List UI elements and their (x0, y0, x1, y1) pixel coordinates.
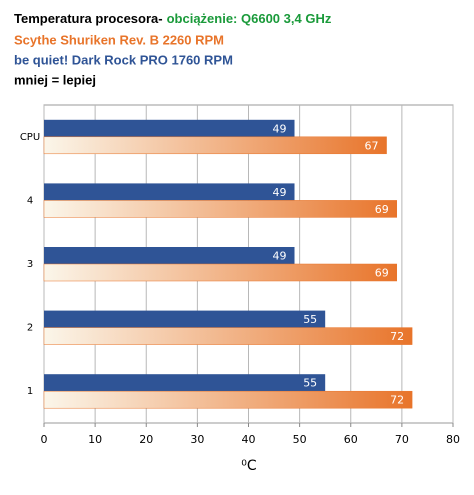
note: mniej = lepiej (14, 72, 96, 87)
bar (43, 390, 413, 409)
y-tick-label: 1 (27, 386, 33, 397)
value-label: 67 (365, 139, 379, 152)
bar (44, 310, 326, 328)
bar (43, 327, 413, 345)
x-axis-label: ⁰C (241, 458, 257, 474)
x-tick-label: 10 (88, 433, 102, 446)
value-label: 49 (273, 186, 287, 199)
value-label: 55 (303, 313, 317, 326)
value-label: 69 (375, 267, 389, 280)
bar (43, 136, 387, 155)
bar (44, 374, 326, 392)
x-tick-label: 30 (190, 433, 204, 446)
value-label: 55 (303, 377, 317, 390)
bar (44, 247, 295, 264)
bar (43, 263, 398, 282)
title-part: obciążenie: Q6600 3,4 GHz (167, 11, 332, 26)
y-tick-label: 4 (27, 195, 33, 206)
chart-title: Temperatura procesora-obciążenie: Q6600 … (14, 11, 332, 26)
value-label: 72 (390, 394, 404, 407)
value-label: 72 (390, 330, 404, 343)
legend-entry: be quiet! Dark Rock PRO 1760 RPM (14, 52, 233, 67)
value-label: 69 (375, 203, 389, 216)
x-tick-label: 0 (41, 433, 48, 446)
x-tick-label: 40 (242, 433, 256, 446)
y-tick-label: CPU (20, 132, 40, 143)
x-tick-label: 20 (139, 433, 153, 446)
y-tick-label: 3 (27, 259, 33, 270)
x-tick-label: 70 (395, 433, 409, 446)
title-part: Temperatura procesora- (14, 11, 163, 26)
bar (44, 119, 295, 137)
x-tick-label: 60 (344, 433, 358, 446)
x-tick-label: 80 (446, 433, 460, 446)
y-tick-label: 2 (27, 323, 33, 334)
x-tick-label: 50 (293, 433, 307, 446)
value-label: 49 (273, 122, 287, 135)
bar (43, 200, 398, 218)
bar (44, 183, 295, 201)
legend-entry: Scythe Shuriken Rev. B 2260 RPM (14, 32, 224, 47)
value-label: 49 (273, 250, 287, 263)
